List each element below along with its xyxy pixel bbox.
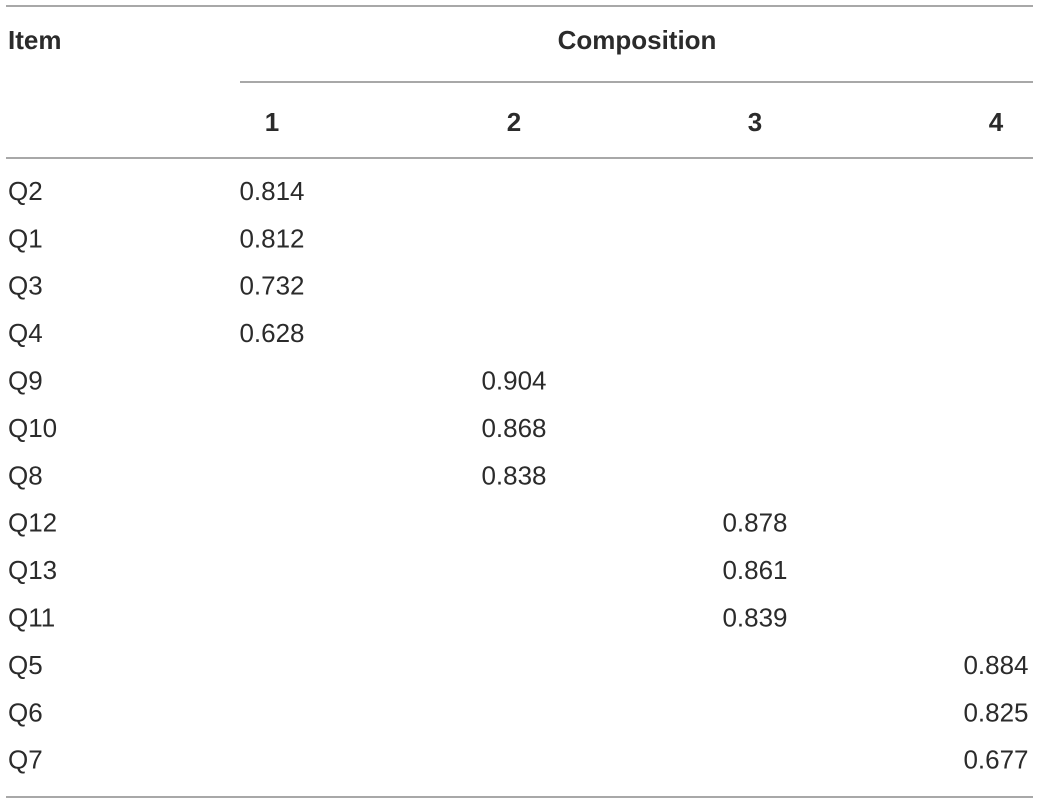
- item-label: Q8: [8, 460, 43, 490]
- loading-value: 0.814: [239, 176, 304, 206]
- loading-value: 0.825: [963, 697, 1028, 727]
- loading-value: 0.878: [722, 508, 787, 538]
- item-header: Item: [8, 25, 61, 55]
- column-header: 2: [507, 107, 521, 137]
- item-label: Q9: [8, 365, 43, 395]
- loading-value: 0.861: [722, 555, 787, 585]
- item-label: Q6: [8, 697, 43, 727]
- item-label: Q5: [8, 650, 43, 680]
- column-header: 3: [748, 107, 762, 137]
- loading-value: 0.838: [481, 460, 546, 490]
- loading-value: 0.868: [481, 413, 546, 443]
- column-header: 4: [989, 107, 1004, 137]
- item-label: Q4: [8, 318, 43, 348]
- item-label: Q3: [8, 271, 43, 301]
- item-label: Q1: [8, 223, 43, 253]
- column-header: 1: [265, 107, 279, 137]
- loading-value: 0.812: [239, 223, 304, 253]
- item-label: Q10: [8, 413, 57, 443]
- item-label: Q2: [8, 176, 43, 206]
- loading-value: 0.732: [239, 271, 304, 301]
- group-header: Composition: [558, 25, 717, 55]
- item-label: Q12: [8, 508, 57, 538]
- loading-value: 0.839: [722, 602, 787, 632]
- loading-value: 0.884: [963, 650, 1028, 680]
- loading-value: 0.677: [963, 745, 1028, 775]
- loading-value: 0.628: [239, 318, 304, 348]
- loading-value: 0.904: [481, 365, 546, 395]
- item-label: Q13: [8, 555, 57, 585]
- item-label: Q11: [8, 602, 55, 632]
- item-label: Q7: [8, 745, 43, 775]
